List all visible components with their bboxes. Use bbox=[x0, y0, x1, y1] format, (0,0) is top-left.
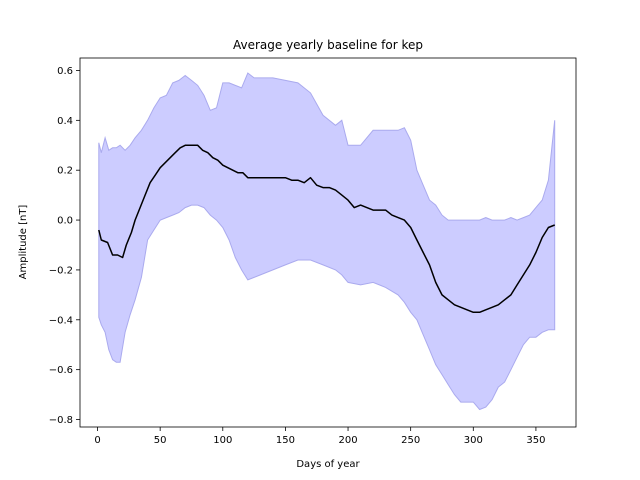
y-tick-label: −0.6 bbox=[49, 365, 73, 376]
y-axis-label: Amplitude [nT] bbox=[18, 205, 29, 280]
y-tick-label: −0.4 bbox=[49, 315, 73, 326]
y-axis: −0.8 −0.6 −0.4 −0.2 0.0 0.2 0.4 0.6 bbox=[49, 66, 80, 426]
y-tick-label: −0.8 bbox=[49, 415, 73, 426]
x-tick-label: 350 bbox=[526, 435, 545, 446]
x-tick-label: 200 bbox=[338, 435, 357, 446]
y-tick-label: 0.4 bbox=[57, 116, 73, 127]
y-tick-label: 0.0 bbox=[57, 216, 73, 227]
series-line-0 bbox=[98, 144, 555, 314]
y-tick-label: 0.2 bbox=[57, 166, 73, 177]
plot-layer bbox=[98, 72, 556, 411]
x-tick-label: 300 bbox=[464, 435, 483, 446]
x-axis: 0 50 100 150 200 250 300 350 bbox=[94, 427, 545, 446]
y-tick-label: 0.6 bbox=[57, 66, 73, 77]
x-tick-label: 50 bbox=[154, 435, 167, 446]
x-tick-label: 100 bbox=[213, 435, 232, 446]
x-axis-label: Days of year bbox=[296, 459, 360, 470]
x-tick-label: 150 bbox=[276, 435, 295, 446]
chart-title: Average yearly baseline for kep bbox=[233, 38, 423, 52]
x-tick-label: 250 bbox=[401, 435, 420, 446]
y-tick-label: −0.2 bbox=[49, 265, 73, 276]
x-tick-label: 0 bbox=[94, 435, 100, 446]
plot-frame bbox=[79, 57, 577, 428]
